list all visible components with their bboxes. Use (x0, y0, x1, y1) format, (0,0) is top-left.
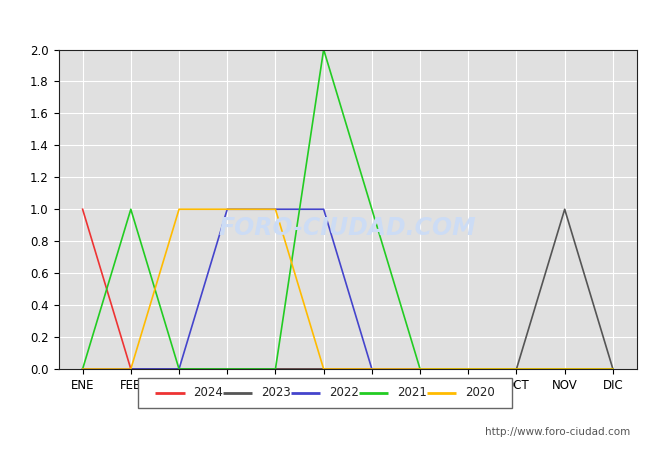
Text: FORO-CIUDAD.COM: FORO-CIUDAD.COM (219, 216, 476, 240)
Text: http://www.foro-ciudad.com: http://www.foro-ciudad.com (486, 427, 630, 437)
Text: 2022: 2022 (329, 386, 359, 399)
Text: 2024: 2024 (194, 386, 223, 399)
Text: 2020: 2020 (465, 386, 495, 399)
FancyBboxPatch shape (138, 378, 512, 408)
Text: Matriculaciones de Vehiculos en Miño de Medinaceli: Matriculaciones de Vehiculos en Miño de … (109, 12, 541, 30)
Text: 2023: 2023 (261, 386, 291, 399)
Text: 2021: 2021 (397, 386, 427, 399)
